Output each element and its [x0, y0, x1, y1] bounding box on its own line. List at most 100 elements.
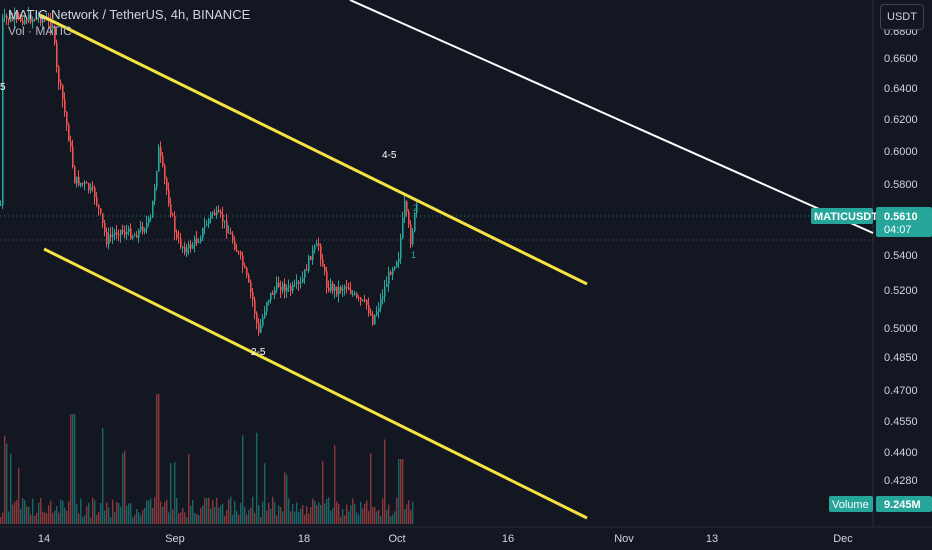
volume-bar	[386, 509, 388, 524]
volume-bar	[350, 505, 352, 524]
volume-bar	[32, 498, 34, 524]
candle-body	[224, 220, 226, 222]
volume-bar	[362, 508, 364, 524]
candle-body	[190, 244, 192, 249]
candle-body	[226, 220, 228, 233]
candle-body	[198, 241, 200, 243]
volume-bar	[166, 499, 168, 524]
volume-bar	[8, 511, 10, 524]
candle-body	[296, 282, 298, 284]
time-tick-label: 16	[502, 533, 514, 545]
volume-bar	[404, 509, 406, 524]
volume-bar	[184, 512, 186, 524]
candle-body	[344, 286, 346, 290]
volume-bar	[108, 507, 110, 524]
candle-body	[36, 17, 38, 20]
channel-upper-line	[39, 13, 588, 286]
volume-bar	[224, 515, 226, 524]
candle-body	[412, 230, 414, 245]
time-tick-label: 13	[706, 533, 718, 545]
candle-body	[60, 82, 62, 86]
candle-body	[54, 27, 56, 43]
price-tick-label: 0.4400	[884, 447, 918, 459]
volume-bar	[348, 511, 350, 524]
candle-body	[42, 19, 44, 23]
time-tick-label: Oct	[388, 533, 405, 545]
volume-bar	[322, 460, 324, 524]
candle-body	[236, 249, 238, 252]
wave-label-4-5: 4-5	[382, 150, 397, 161]
volume-bar	[384, 439, 386, 524]
candle-body	[402, 217, 404, 239]
volume-bar	[176, 498, 178, 524]
candle-body	[200, 238, 202, 242]
volume-bar	[378, 510, 380, 524]
volume-bar	[226, 509, 228, 524]
candle-body	[320, 245, 322, 260]
candle-body	[178, 237, 180, 239]
candle-body	[292, 284, 294, 291]
candle-body	[4, 15, 6, 18]
candle-body	[188, 244, 190, 249]
volume-bar	[174, 462, 176, 524]
volume-bar	[130, 502, 132, 524]
candle-body	[202, 228, 204, 239]
wave-label-5: 5	[0, 82, 6, 93]
volume-bar	[132, 517, 134, 524]
volume-bar	[304, 514, 306, 524]
volume-indicator-label: Vol · MATIC	[8, 24, 72, 38]
price-series	[0, 7, 418, 337]
candle-body	[262, 317, 264, 326]
volume-bar	[160, 501, 162, 524]
time-tick-label: Sep	[165, 533, 185, 545]
volume-bar	[268, 502, 270, 524]
candle-body	[216, 210, 218, 216]
candle-body	[370, 313, 372, 316]
candle-body	[256, 313, 258, 323]
candle-body	[348, 287, 350, 290]
candle-body	[246, 267, 248, 276]
candle-body	[408, 211, 410, 225]
volume-bar	[400, 459, 402, 524]
candle-body	[104, 223, 106, 232]
candle-body	[204, 225, 206, 229]
candle-body	[250, 282, 252, 293]
candle-body	[362, 299, 364, 301]
volume-bar	[266, 510, 268, 524]
candle-body	[76, 176, 78, 184]
candle-body	[302, 277, 304, 283]
candle-body	[322, 259, 324, 267]
volume-bar	[374, 507, 376, 524]
volume-bar	[178, 513, 180, 524]
volume-bar	[22, 498, 24, 524]
candle-body	[64, 99, 66, 113]
volume-bar	[368, 510, 370, 524]
candle-body	[112, 234, 114, 237]
volume-bar	[308, 513, 310, 524]
volume-bar	[316, 505, 318, 524]
candle-body	[326, 271, 328, 288]
price-tag-value: 0.5610	[884, 211, 918, 223]
candle-body	[324, 266, 326, 272]
candle-body	[376, 311, 378, 315]
candle-body	[142, 226, 144, 232]
candle-body	[228, 232, 230, 234]
candle-body	[72, 146, 74, 167]
price-tick-label: 0.4280	[884, 475, 918, 487]
volume-bar	[396, 497, 398, 524]
volume-bar	[40, 497, 42, 524]
candle-body	[232, 234, 234, 242]
volume-bar	[390, 516, 392, 524]
volume-bar	[202, 505, 204, 524]
volume-bar	[52, 512, 54, 524]
candle-body	[124, 231, 126, 235]
currency-button[interactable]: USDT	[880, 4, 924, 30]
volume-bar	[60, 499, 62, 524]
volume-bar	[356, 512, 358, 524]
volume-bar	[196, 513, 198, 524]
candle-body	[218, 210, 220, 212]
wave-label-1: 1	[411, 250, 416, 260]
volume-bar	[410, 509, 412, 524]
candle-body	[416, 203, 418, 213]
